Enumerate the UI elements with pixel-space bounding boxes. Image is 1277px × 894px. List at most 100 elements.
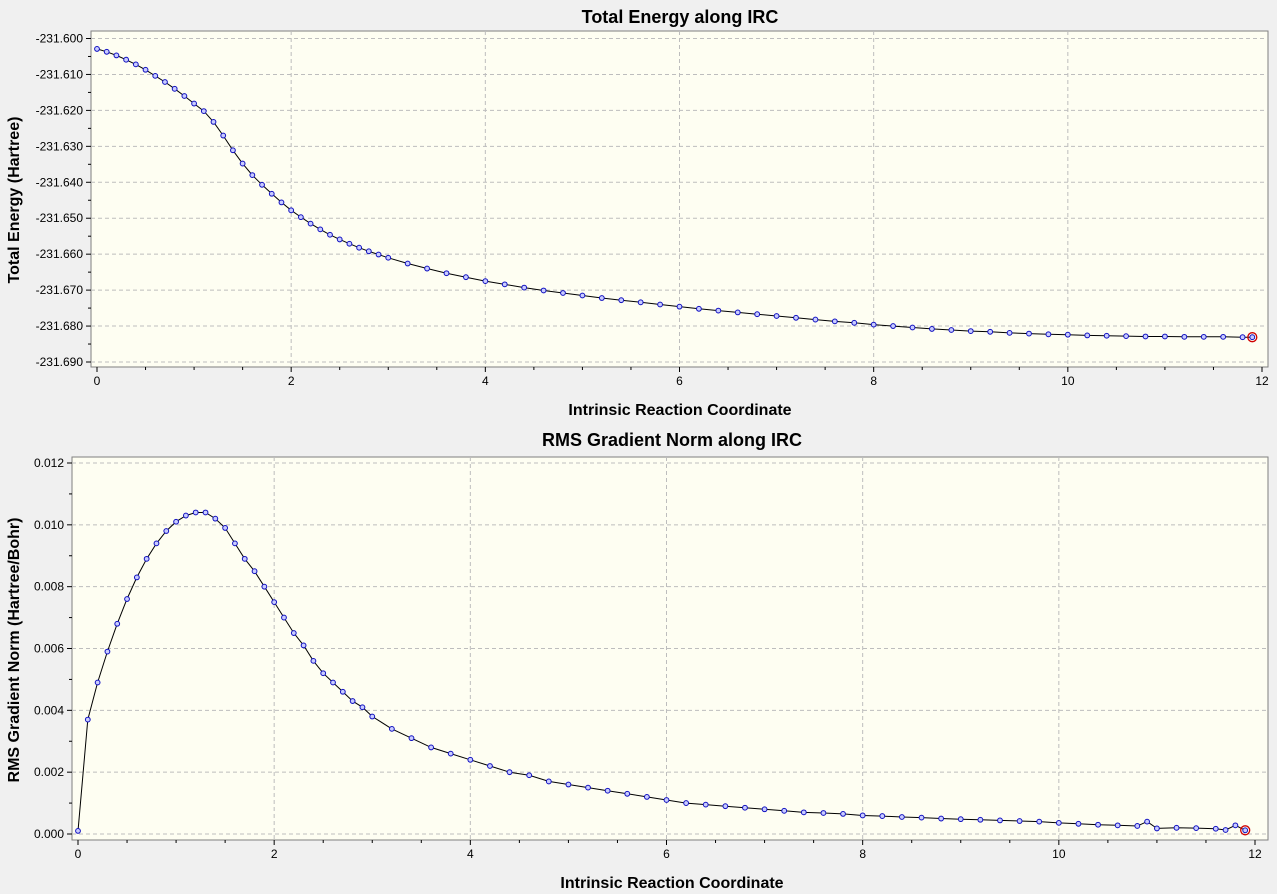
gradient-data-point: [232, 540, 238, 547]
gradient-data-point: [918, 814, 925, 821]
gradient-grid: [72, 457, 1268, 840]
gradient-data-point: [261, 583, 268, 590]
gradient-data-point: [1075, 820, 1082, 827]
energy-data-point: [162, 79, 168, 85]
energy-data-point: [103, 48, 110, 55]
energy-data-point: [521, 284, 528, 291]
energy-data-point: [909, 324, 916, 331]
gradient-data-point: [899, 814, 905, 820]
energy-data-point: [540, 287, 547, 294]
energy-chart-title: Total Energy along IRC: [582, 7, 779, 27]
energy-data-point: [307, 220, 314, 227]
gradient-data-point: [859, 812, 866, 819]
gradient-data-point: [545, 778, 552, 785]
gradient-data-point: [75, 828, 81, 834]
energy-data-point: [987, 328, 994, 335]
energy-data-point: [501, 281, 508, 288]
gradient-data-point: [222, 525, 229, 531]
gradient-chart: RMS Gradient Norm along IRC 0 2 4 6 8 10 12 0.0…: [6, 430, 1269, 892]
gradient-data-point: [192, 509, 199, 516]
energy-data-point: [598, 295, 605, 301]
gradient-data-point: [84, 716, 91, 723]
gradient-x-tick-label: 10: [1052, 847, 1066, 861]
gradient-data-point: [742, 804, 748, 811]
gradient-chart-title: RMS Gradient Norm along IRC: [542, 430, 802, 450]
energy-y-tick-label: -231.690: [36, 355, 84, 369]
gradient-data-point: [624, 790, 631, 797]
energy-data-point: [200, 108, 207, 115]
energy-data-point: [239, 160, 246, 167]
energy-data-point: [1006, 329, 1013, 336]
energy-y-tick-label: -231.660: [36, 247, 84, 261]
energy-data-point: [793, 314, 799, 321]
energy-x-tick-label: 0: [94, 374, 101, 388]
gradient-data-point: [251, 568, 258, 575]
energy-data-point: [268, 190, 275, 197]
gradient-y-axis-title: RMS Gradient Norm (Hartree/Bohr): [6, 518, 23, 783]
energy-data-point: [696, 305, 702, 312]
energy-y-tick-label: -231.630: [36, 139, 84, 153]
energy-data-point: [851, 319, 858, 326]
gradient-data-point: [281, 614, 287, 621]
gradient-data-point: [359, 704, 366, 711]
energy-x-tick-label: 2: [288, 374, 295, 388]
gradient-data-point: [820, 810, 827, 816]
energy-data-point: [773, 313, 780, 319]
gradient-data-point: [94, 679, 101, 686]
gradient-data-point: [938, 815, 945, 822]
gradient-y-tick-label: 0.002: [34, 765, 64, 779]
energy-series-line: [96, 48, 1253, 338]
gradient-x-axis-title: Intrinsic Reaction Coordinate: [560, 875, 783, 892]
gradient-y-tick-label: 0.012: [34, 456, 64, 470]
gradient-markers: [75, 509, 1251, 836]
gradient-data-point: [997, 817, 1003, 824]
gradient-data-point: [428, 744, 435, 751]
energy-data-point: [948, 327, 955, 333]
energy-data-point: [1045, 331, 1052, 338]
energy-y-tick-label: -231.610: [36, 67, 84, 81]
gradient-data-point: [408, 735, 415, 742]
gradient-data-point: [124, 596, 130, 602]
gradient-ticks: 0 2 4 6 8 10 12 0.000 0.002 0.004 0.006 0.008 0.010 0…: [34, 456, 1262, 861]
gradient-data-point: [114, 620, 121, 627]
energy-data-point: [463, 274, 469, 281]
energy-data-point: [365, 248, 372, 255]
gradient-x-tick-label: 6: [663, 847, 670, 861]
energy-data-point: [336, 236, 343, 243]
energy-data-point: [579, 292, 586, 299]
energy-x-tick-label: 8: [870, 374, 877, 388]
energy-data-point: [113, 52, 120, 59]
energy-data-point: [171, 85, 178, 92]
energy-y-tick-label: -231.620: [36, 103, 84, 117]
gradient-data-point: [1055, 819, 1062, 826]
energy-data-point: [424, 265, 430, 272]
energy-data-point: [1084, 332, 1091, 339]
energy-y-tick-label: -231.600: [36, 32, 84, 46]
gradient-data-point: [153, 540, 160, 547]
energy-data-point: [618, 297, 625, 304]
gradient-data-point: [212, 515, 219, 522]
gradient-y-tick-label: 0.006: [34, 642, 64, 656]
gradient-data-point: [104, 648, 111, 655]
energy-data-point: [1123, 333, 1129, 340]
gradient-data-point: [1232, 822, 1239, 829]
energy-current-point-marker: [1247, 332, 1258, 343]
gradient-data-point: [781, 807, 788, 814]
gradient-data-point: [271, 599, 278, 606]
energy-data-point: [1103, 332, 1110, 339]
energy-y-axis-title: Total Energy (Hartree): [6, 117, 23, 284]
gradient-data-point: [663, 797, 670, 803]
gradient-data-point: [447, 750, 454, 757]
energy-data-point: [132, 61, 139, 68]
energy-data-point: [123, 56, 130, 63]
energy-data-point: [831, 318, 838, 325]
energy-data-point: [346, 240, 353, 247]
gradient-data-point: [241, 555, 248, 562]
energy-data-point: [1249, 334, 1256, 341]
gradient-current-point-marker: [1240, 825, 1251, 836]
gradient-y-tick-label: 0.008: [34, 580, 64, 594]
energy-data-point: [482, 278, 489, 285]
energy-data-point: [443, 270, 450, 277]
gradient-y-tick-label: 0.000: [34, 827, 64, 841]
